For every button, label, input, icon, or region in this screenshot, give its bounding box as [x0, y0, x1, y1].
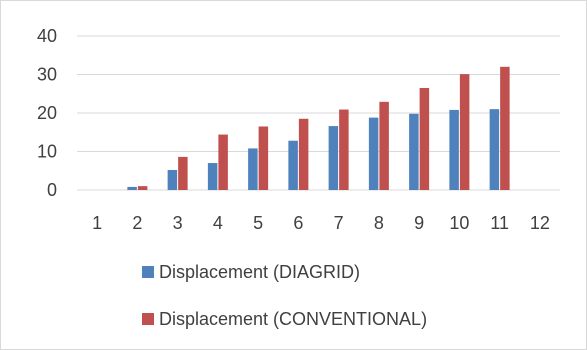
x-tick-label: 3: [173, 213, 183, 233]
bar-diagrid-7: [328, 126, 339, 190]
bar-conventional-9: [419, 87, 430, 190]
bar-conventional-4: [218, 134, 228, 190]
legend-swatch-conventional: [142, 313, 154, 325]
bar-conventional-2: [137, 186, 148, 190]
bar-conventional-3: [178, 156, 188, 190]
x-tick-label: 6: [293, 213, 303, 233]
y-tick-label: 0: [47, 180, 57, 200]
y-axis-tick-labels: 0 10 20 30 40: [37, 26, 57, 200]
legend-swatch-diagrid: [142, 266, 154, 278]
legend: Displacement (DIAGRID) Displacement (CONV…: [142, 262, 427, 329]
legend-label-diagrid: Displacement (DIAGRID): [159, 262, 360, 282]
x-tick-label: 1: [92, 213, 102, 233]
bar-diagrid-8: [368, 117, 379, 190]
bar-diagrid-11: [489, 109, 500, 190]
x-tick-label: 12: [530, 213, 550, 233]
x-tick-label: 4: [213, 213, 223, 233]
gridlines: [77, 35, 560, 191]
x-tick-label: 2: [132, 213, 142, 233]
bar-diagrid-4: [207, 163, 218, 190]
bar-conventional-11: [500, 66, 510, 190]
bars: [127, 66, 510, 190]
y-tick-label: 30: [37, 65, 57, 85]
y-tick-label: 20: [37, 103, 57, 123]
x-tick-label: 5: [253, 213, 263, 233]
x-tick-label: 10: [449, 213, 469, 233]
bar-conventional-7: [339, 109, 349, 190]
bar-diagrid-9: [409, 113, 419, 190]
bar-diagrid-3: [167, 169, 178, 190]
bar-diagrid-2: [127, 186, 137, 190]
bar-diagrid-6: [288, 140, 298, 190]
x-tick-label: 11: [490, 213, 509, 233]
bar-conventional-10: [459, 74, 470, 190]
bar-conventional-5: [258, 126, 269, 190]
legend-label-conventional: Displacement (CONVENTIONAL): [159, 309, 427, 329]
x-tick-label: 7: [334, 213, 344, 233]
x-tick-label: 8: [374, 213, 384, 233]
bar-diagrid-5: [248, 148, 258, 190]
y-tick-label: 40: [37, 26, 57, 46]
bar-conventional-8: [379, 101, 389, 190]
y-tick-label: 10: [37, 142, 57, 162]
bar-diagrid-10: [449, 109, 459, 190]
x-axis-tick-labels: 1 2 3 4 5 6 7 8 9 10 11 12: [92, 213, 550, 233]
bar-conventional-6: [298, 118, 309, 190]
x-tick-label: 9: [414, 213, 424, 233]
